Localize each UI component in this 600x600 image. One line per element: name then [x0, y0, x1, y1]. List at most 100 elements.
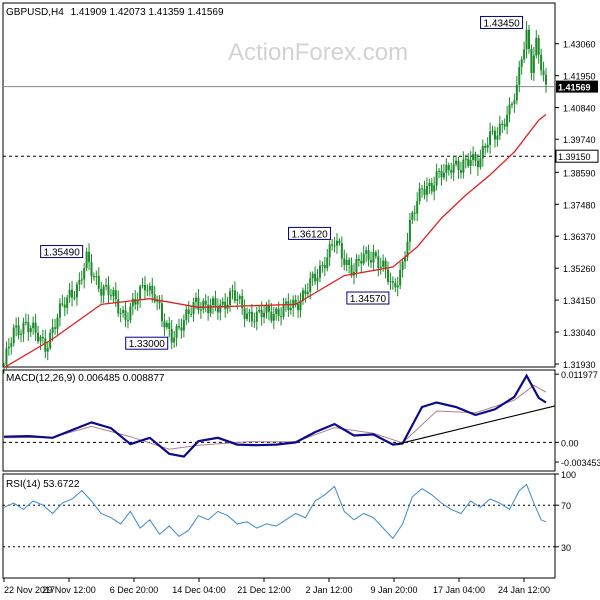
candle-body — [267, 305, 270, 312]
candle-body — [306, 292, 309, 294]
candle-body — [160, 303, 163, 322]
moving-average-line — [3, 113, 547, 369]
candle-body — [372, 252, 375, 263]
candle-body — [389, 281, 392, 283]
candle-body — [270, 311, 273, 321]
candle-body — [523, 49, 526, 60]
candle-body — [153, 294, 156, 302]
candle-body — [442, 172, 445, 178]
candle-body — [75, 284, 78, 298]
candle-body — [447, 164, 450, 171]
candle-body — [263, 312, 266, 318]
price-tick-label: 1.40840 — [563, 104, 596, 114]
annotation-label: 1.43450 — [484, 18, 521, 29]
candle-body — [229, 291, 232, 305]
candle-body — [105, 285, 108, 287]
candle-body — [199, 309, 202, 311]
candle-body — [10, 343, 13, 347]
candle-body — [83, 268, 86, 280]
time-tick-label: 6 Dec 20:00 — [110, 585, 159, 595]
support-level-box — [555, 149, 599, 163]
candle-body — [151, 285, 154, 295]
candle-body — [445, 164, 448, 173]
candle-body — [32, 322, 35, 329]
candle-body — [202, 300, 205, 310]
candle-body — [416, 201, 419, 214]
candle-body — [58, 303, 61, 318]
candle-body — [158, 299, 161, 304]
candle-body — [425, 185, 428, 195]
candle-body — [474, 154, 477, 161]
macd-signal-line — [3, 384, 547, 450]
candle-body — [311, 273, 314, 279]
time-tick-label: 22 Nov 2017 — [4, 585, 55, 595]
candle-body — [433, 185, 436, 192]
candle-body — [348, 259, 351, 266]
candle-body — [367, 250, 370, 261]
candle-body — [78, 279, 81, 285]
candle-body — [496, 135, 499, 140]
candle-body — [119, 312, 122, 314]
candle-body — [484, 145, 487, 148]
price-axis: 1.43060 1.41950 1.40840 1.39740 1.38590 1.374… — [555, 40, 596, 370]
candle-body — [7, 346, 10, 349]
candle-body — [370, 260, 373, 263]
candle-body — [61, 303, 64, 305]
candle-body — [236, 298, 239, 301]
time-tick-label: 24 Jan 12:00 — [498, 585, 550, 595]
candle-body — [379, 266, 382, 268]
candle-body — [97, 276, 100, 289]
candle-body — [472, 154, 475, 160]
candle-body — [255, 311, 258, 322]
candle-body — [457, 160, 460, 171]
rsi-axis: 100 70 30 — [3, 470, 576, 553]
candle-body — [148, 285, 151, 291]
candle-body — [411, 212, 414, 220]
candle-body — [224, 301, 227, 309]
candle-body — [124, 310, 127, 321]
candle-body — [299, 300, 302, 311]
candle-body — [73, 297, 76, 299]
svg-text:GBPUSD,H4 1.41909 1.42073: GBPUSD,H4 1.41909 1.42073 1.41359 1.4156… — [6, 7, 224, 18]
support-level-label: 1.39150 — [558, 152, 591, 162]
price-tick-label: 1.35260 — [563, 264, 596, 274]
candle-body — [185, 309, 188, 321]
candle-body — [195, 297, 198, 302]
candle-body — [180, 327, 183, 331]
macd-panel-frame — [2, 369, 556, 472]
candle-body — [545, 74, 547, 85]
candle-body — [54, 327, 57, 329]
candle-body — [513, 100, 516, 104]
candle-body — [243, 308, 246, 319]
candle-body — [508, 104, 511, 115]
candle-body — [56, 317, 59, 329]
candle-body — [343, 258, 346, 265]
candle-body — [209, 305, 212, 314]
candle-body — [187, 309, 190, 314]
candle-body — [272, 314, 275, 321]
candle-body — [17, 325, 20, 336]
candle-body — [190, 313, 193, 315]
candle-body — [542, 70, 545, 75]
candle-body — [318, 265, 321, 278]
candle-body — [530, 48, 533, 73]
price-tick-label: 1.39740 — [563, 135, 596, 145]
candle-body — [80, 279, 83, 281]
candle-body — [476, 160, 479, 168]
candle-body — [479, 158, 482, 168]
macd-tick-label: 0.011977 — [561, 370, 598, 380]
annotation-box — [288, 226, 332, 240]
price-tick-label: 1.43060 — [563, 40, 596, 50]
candle-body — [304, 290, 307, 294]
candle-body — [404, 257, 407, 262]
candle-body — [221, 301, 224, 305]
candle-body — [250, 311, 253, 322]
candle-body — [491, 130, 494, 132]
annotation-box — [40, 245, 84, 259]
candle-body — [231, 290, 234, 292]
candle-body — [27, 322, 30, 333]
candle-body — [520, 59, 523, 67]
candle-body — [102, 286, 105, 296]
candle-body — [39, 337, 42, 342]
